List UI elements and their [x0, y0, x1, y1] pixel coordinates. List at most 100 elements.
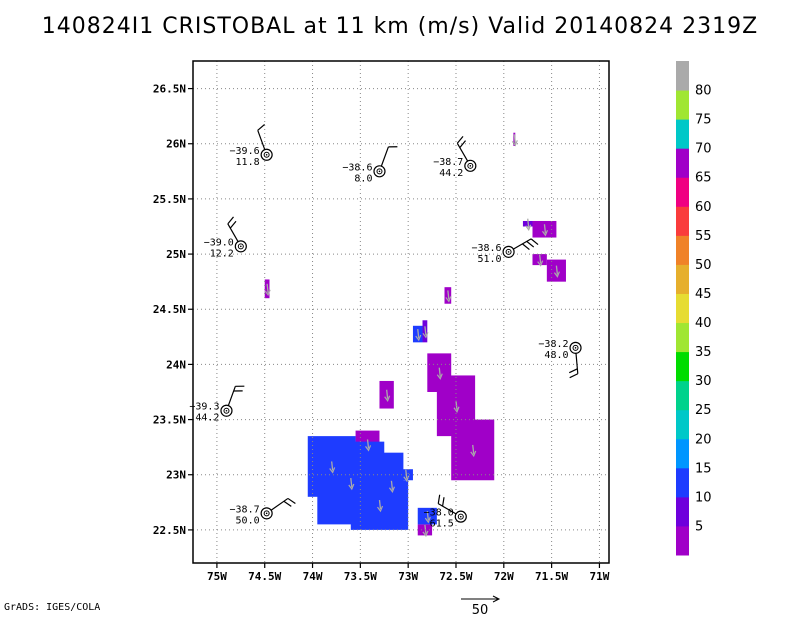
wind-arrow — [405, 469, 408, 479]
obs-wind-speed: 50.0 — [236, 515, 260, 526]
station-dot — [265, 153, 268, 156]
wind-barb-staff — [512, 238, 532, 250]
wind-arrow — [555, 265, 559, 275]
colorbar-swatch — [676, 438, 689, 469]
colorbar-swatch — [676, 119, 689, 149]
wind-arrow-head — [348, 483, 355, 491]
obs-wind-speed: 51.0 — [477, 254, 501, 265]
station-obs: −38.68.0 — [342, 146, 398, 184]
wind-barb-feather — [257, 124, 265, 131]
vector-scale-arrowhead — [492, 595, 501, 603]
colorbar: 5 10 15 20 25 30 35 40 45 50 55 60 65 70 75 80 — [676, 61, 712, 556]
obs-temperature: −39.3 — [189, 402, 219, 413]
station-dot — [507, 251, 510, 253]
wind-arrow — [513, 134, 516, 144]
station-inner-ring — [467, 162, 474, 169]
colorbar-label: 50 — [695, 258, 712, 273]
wind-arrow — [447, 290, 450, 300]
colorbar-swatch — [676, 264, 689, 294]
wind-arrow-head — [415, 334, 422, 342]
colorbar-swatch — [676, 148, 689, 178]
y-tick-label: 22.5N — [153, 524, 186, 537]
colorbar-swatch — [676, 90, 689, 120]
station-obs: −38.744.2 — [433, 135, 477, 179]
wind-arrow-head — [388, 486, 395, 493]
wind-arrow-head — [537, 260, 544, 267]
colorbar-swatch — [676, 206, 689, 236]
colorbar-swatch — [676, 380, 689, 411]
wind-arrow-head — [329, 467, 336, 474]
colorbar-swatch — [676, 409, 689, 440]
wind-arrow — [350, 477, 353, 488]
station-obs: −38.651.0 — [471, 238, 539, 265]
station-dot — [265, 512, 268, 515]
x-tick-label: 71W — [589, 570, 609, 583]
wind-barb-feather — [287, 497, 296, 504]
plot-border — [192, 60, 610, 564]
wind-arrow-head — [264, 289, 271, 297]
wind-arrow-head — [470, 450, 477, 458]
wind-arrow-head — [436, 373, 443, 380]
colorbar-swatch — [676, 177, 689, 207]
wind-barb-staff — [227, 223, 239, 243]
obs-temperature: −39.6 — [230, 146, 260, 157]
colorbar-swatch — [676, 496, 689, 527]
station-obs: −39.344.2 — [189, 385, 245, 424]
x-tick-label: 74.5W — [248, 570, 281, 583]
x-tick-label: 72.5W — [439, 570, 472, 583]
wind-barb-feather — [522, 243, 530, 251]
station-inner-ring — [457, 513, 464, 520]
y-tick-label: 25.5N — [153, 193, 186, 206]
wind-barb-feather — [441, 497, 445, 507]
wind-barb-feather — [437, 494, 441, 504]
colorbar-label: 45 — [695, 287, 712, 302]
vector-scale-label: 50 — [472, 603, 489, 618]
colorbar-swatch — [676, 322, 689, 353]
wind-arrow-head — [445, 296, 452, 303]
wind-barb-staff — [456, 142, 469, 162]
colorbar-label: 35 — [695, 345, 712, 360]
obs-wind-speed: 61.5 — [430, 519, 454, 530]
wind-arrow-head — [541, 230, 549, 237]
wind-arrow-head — [422, 530, 429, 538]
wind-barb-staff — [227, 386, 236, 407]
y-tick-label: 24.5N — [153, 303, 186, 316]
obs-wind-speed: 11.8 — [236, 157, 260, 168]
station-obs: −38.750.0 — [230, 497, 296, 526]
wind-arrow-head — [453, 406, 460, 413]
y-tick-label: 26N — [166, 138, 186, 151]
colorbar-label: 65 — [695, 171, 712, 186]
colorbar-label: 60 — [695, 200, 712, 215]
colorbar-label: 25 — [695, 403, 712, 418]
y-tick-label: 26.5N — [153, 83, 186, 96]
wind-arrow-head — [553, 271, 560, 278]
wind-barb-feather — [459, 140, 466, 149]
wind-barb-feather — [229, 220, 237, 229]
station-obs: −38.061.5 — [424, 494, 467, 530]
colorbar-label: 55 — [695, 229, 712, 244]
obs-wind-speed: 44.2 — [195, 413, 219, 424]
station-inner-ring — [263, 151, 270, 158]
wind-arrow — [366, 439, 370, 449]
obs-temperature: −38.2 — [538, 339, 568, 350]
colorbar-swatch — [676, 61, 689, 91]
wind-arrow-head — [365, 445, 372, 452]
wind-arrow — [426, 511, 429, 521]
station-dot — [459, 515, 462, 518]
wind-arrow — [543, 224, 547, 234]
obs-temperature: −38.0 — [424, 508, 454, 519]
station-inner-ring — [237, 243, 244, 250]
wind-arrow-head — [424, 516, 431, 524]
grid-layer — [193, 61, 609, 563]
x-tick-label: 72W — [494, 570, 514, 583]
vector-scale-legend: 50 — [461, 595, 501, 618]
wind-arrow — [438, 367, 441, 377]
wind-barb-feather — [526, 240, 535, 248]
station-dot — [225, 409, 228, 412]
wind-arrow — [386, 389, 389, 399]
wind-arrow-head — [377, 505, 384, 513]
chart-title: 140824I1 CRISTOBAL at 11 km (m/s) Valid … — [41, 14, 759, 39]
wind-arrow — [266, 283, 269, 293]
colorbar-label: 10 — [695, 490, 712, 505]
